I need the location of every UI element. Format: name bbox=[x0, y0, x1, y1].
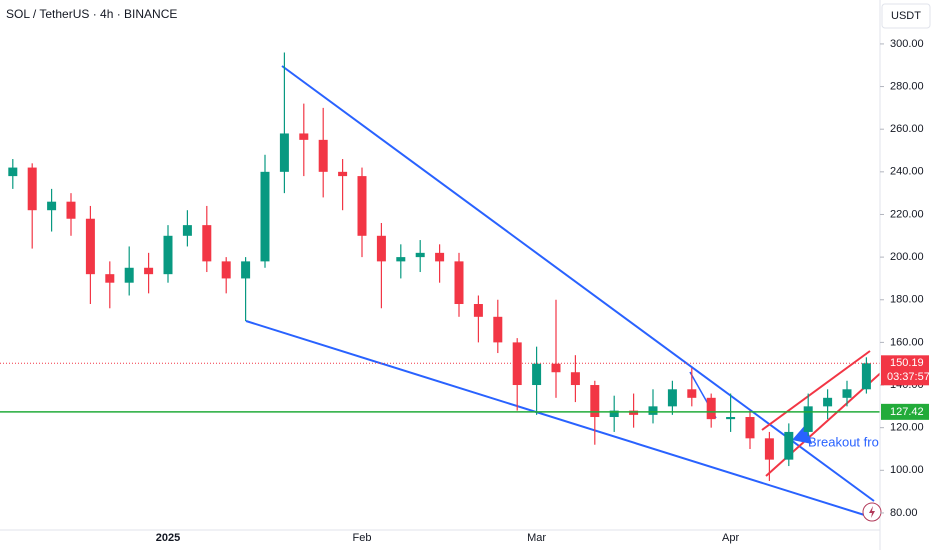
currency-box[interactable] bbox=[881, 3, 931, 29]
last-price-label: 150.19 bbox=[890, 357, 924, 369]
candle-body bbox=[47, 201, 57, 211]
candle-body bbox=[279, 133, 289, 172]
x-tick-label: Apr bbox=[722, 532, 739, 544]
candle-body bbox=[823, 397, 833, 407]
currency: USDT bbox=[891, 10, 921, 22]
y-tick-label: 80.00 bbox=[890, 507, 918, 519]
candle-body bbox=[318, 139, 328, 172]
y-tick-label: 220.00 bbox=[890, 208, 924, 220]
chart-title: SOL / TetherUS · 4h · BINANCE bbox=[6, 7, 177, 21]
candle-body bbox=[415, 252, 425, 258]
candle-body bbox=[842, 389, 852, 398]
candle-body bbox=[435, 252, 445, 262]
candle-body bbox=[27, 167, 37, 211]
candle-body bbox=[66, 201, 76, 219]
candle-body bbox=[454, 261, 464, 305]
candle-body bbox=[648, 406, 658, 415]
candle-body bbox=[357, 176, 367, 236]
y-tick-label: 100.00 bbox=[890, 464, 924, 476]
y-tick-label: 280.00 bbox=[890, 80, 924, 92]
level-label: 127.42 bbox=[890, 406, 924, 418]
candle-body bbox=[570, 372, 580, 386]
candle-body bbox=[338, 171, 348, 177]
x-tick-label: Mar bbox=[527, 532, 546, 544]
alert-icon-bolt bbox=[869, 506, 875, 518]
candle-body bbox=[784, 431, 794, 460]
candle-body bbox=[609, 410, 619, 418]
candle-body bbox=[473, 304, 483, 317]
level-label-box bbox=[881, 403, 929, 420]
candle-body bbox=[687, 389, 697, 398]
candle-body bbox=[202, 225, 212, 262]
candle-body bbox=[629, 410, 639, 415]
candle-body bbox=[105, 274, 115, 283]
candle-body bbox=[667, 389, 677, 407]
trendline bbox=[281, 65, 875, 502]
candle-body bbox=[163, 235, 173, 275]
y-tick-label: 120.00 bbox=[890, 422, 924, 434]
candle-body bbox=[726, 417, 736, 420]
y-tick-label: 180.00 bbox=[890, 294, 924, 306]
candle-body bbox=[260, 171, 270, 262]
candle-body bbox=[241, 261, 251, 279]
x-tick-label: Feb bbox=[353, 532, 372, 544]
y-tick-label: 240.00 bbox=[890, 166, 924, 178]
last-price-box bbox=[881, 355, 929, 386]
candle-body bbox=[590, 385, 600, 418]
candle-body bbox=[745, 417, 755, 439]
candle-body bbox=[182, 225, 192, 236]
candle-body bbox=[396, 257, 406, 262]
candle-body bbox=[8, 167, 18, 177]
y-tick-label: 260.00 bbox=[890, 123, 924, 135]
candle-body bbox=[861, 363, 871, 390]
y-tick-label: 160.00 bbox=[890, 336, 924, 348]
candle-body bbox=[706, 397, 716, 420]
trendline bbox=[245, 320, 875, 519]
plot-area: Breakout from f bbox=[0, 52, 897, 519]
candle-body bbox=[144, 267, 154, 275]
candle-body bbox=[299, 133, 309, 140]
channel-line bbox=[761, 350, 871, 431]
candle-body bbox=[532, 363, 542, 386]
x-tick-label: 2025 bbox=[156, 532, 180, 544]
annotation: Breakout from f bbox=[808, 434, 897, 449]
y-tick-label: 200.00 bbox=[890, 251, 924, 263]
candle-body bbox=[493, 316, 503, 343]
countdown: 03:37:57 bbox=[887, 371, 930, 383]
candle-body bbox=[124, 267, 134, 283]
candle-body bbox=[803, 406, 813, 432]
candle-body bbox=[85, 218, 95, 275]
candle-body bbox=[376, 235, 386, 262]
y-tick-label: 300.00 bbox=[890, 38, 924, 50]
candle-body bbox=[512, 342, 522, 386]
candle-body bbox=[221, 261, 231, 279]
candle-body bbox=[764, 438, 774, 460]
price-axis bbox=[880, 0, 932, 550]
candle-body bbox=[551, 363, 561, 373]
